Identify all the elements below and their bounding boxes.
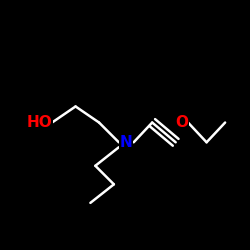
Text: N: N — [120, 135, 132, 150]
Text: HO: HO — [27, 115, 52, 130]
Text: O: O — [175, 115, 188, 130]
